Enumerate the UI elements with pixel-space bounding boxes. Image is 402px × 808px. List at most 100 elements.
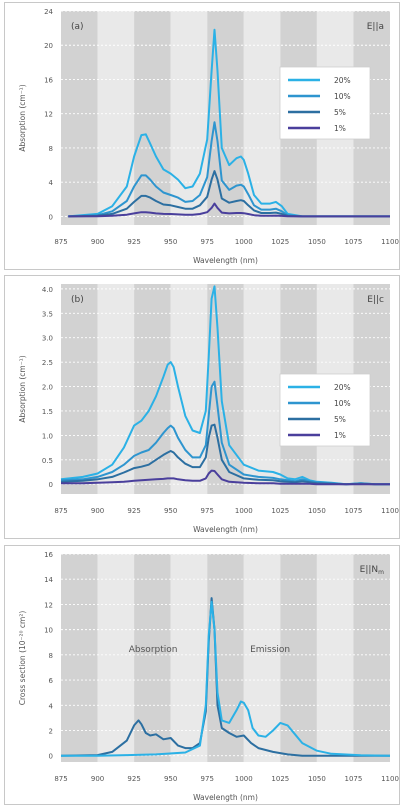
legend-label: 5% (334, 415, 346, 424)
band (170, 284, 208, 494)
series-line-2 (60, 423, 390, 486)
x-tick-label: 875 (54, 775, 67, 783)
x-tick-label: 925 (127, 238, 140, 246)
y-tick-label: 12 (44, 601, 53, 609)
y-tick-label: 8 (49, 652, 53, 660)
x-tick-label: 1025 (271, 775, 289, 783)
band (61, 11, 98, 225)
polarization-label: E||c (367, 295, 384, 305)
x-tick-label: 900 (91, 238, 104, 246)
x-axis-label: Wavelength (nm) (193, 793, 258, 802)
series-line-1 (61, 600, 391, 757)
y-tick-label: 14 (44, 576, 53, 584)
chart-panel-c: 0 2 4 6 8 10 12 14 16 875 900 925 950 975 1000 1025 1050… (4, 545, 400, 805)
chart-a-svg: 0 4 8 12 16 20 24 875 900 925 950 975 1000 1025 1050 10… (18, 8, 399, 265)
x-axis-label: Wavelength (nm) (193, 525, 258, 534)
y-tick-label: 1.5 (42, 408, 53, 416)
y-tick-label: 4 (49, 179, 54, 187)
legend-label: 1% (334, 124, 346, 133)
chart-panel-b: 0 0.5 1.0 1.5 2.0 2.5 3.0 3.5 4.0 875 900 925 950 975… (4, 275, 400, 539)
legend-label: 1% (334, 431, 346, 440)
legend-label: 20% (334, 383, 351, 392)
x-tick-label: 1025 (271, 507, 289, 515)
series-line-0 (68, 28, 390, 218)
x-tick-label: 1075 (345, 507, 363, 515)
x-tick-label: 1000 (235, 238, 253, 246)
y-tick-label: 20 (44, 42, 53, 50)
y-tick-label: 2.0 (42, 384, 53, 392)
band (243, 554, 281, 762)
x-tick-label: 950 (164, 775, 177, 783)
x-tick-label: 1025 (271, 238, 289, 246)
legend-label: 10% (334, 399, 351, 408)
y-tick-label: 0 (49, 753, 53, 761)
legend-label: 5% (334, 108, 346, 117)
y-tick-label: 1.0 (42, 432, 53, 440)
y-tick-label: 24 (44, 8, 53, 16)
legend-label: 10% (334, 92, 351, 101)
y-axis-label: Absorption (cm⁻¹) (18, 84, 27, 151)
polarization-text: E||N (360, 565, 378, 575)
y-tick-label: 6 (49, 677, 54, 685)
band (280, 554, 317, 762)
series-line-1 (68, 121, 390, 218)
series-line-2 (68, 170, 390, 218)
band (243, 11, 281, 225)
x-tick-label: 1050 (308, 238, 326, 246)
band (97, 11, 135, 225)
x-tick-label: 1075 (345, 775, 363, 783)
x-tick-label: 875 (54, 238, 67, 246)
x-tick-label: 1000 (235, 775, 253, 783)
series-line-3 (61, 469, 390, 486)
x-tick-label: 1075 (345, 238, 363, 246)
y-tick-label: 3.0 (42, 335, 53, 343)
x-tick-label: 1050 (308, 775, 326, 783)
panel-label: (b) (71, 295, 84, 305)
x-tick-label: 925 (127, 507, 140, 515)
band (353, 554, 390, 762)
legend-label: 20% (334, 76, 351, 85)
x-tick-label: 1100 (381, 507, 399, 515)
band (61, 554, 98, 762)
band (207, 554, 244, 762)
band (97, 554, 135, 762)
annotation-absorption: Absorption (129, 645, 178, 655)
polarization-subscript: m (378, 569, 384, 576)
polarization-label: E||Nm (360, 565, 384, 576)
y-tick-label: 16 (44, 551, 53, 559)
x-tick-label: 900 (91, 775, 104, 783)
band (243, 284, 281, 494)
band (134, 554, 171, 762)
chart-panel-a: 0 4 8 12 16 20 24 875 900 925 950 975 1000 1025 1050 10… (4, 2, 400, 270)
band (170, 554, 208, 762)
chart-c-svg: 0 2 4 6 8 10 12 14 16 875 900 925 950 975 1000 1025 1050… (18, 551, 399, 802)
band (134, 11, 171, 225)
x-tick-label: 975 (201, 507, 214, 515)
band (134, 284, 171, 494)
x-tick-label: 975 (201, 775, 214, 783)
band (316, 554, 354, 762)
x-tick-label: 900 (91, 507, 104, 515)
annotation-emission: Emission (250, 645, 290, 655)
y-tick-label: 8 (49, 145, 53, 153)
polarization-text: E||a (367, 22, 384, 32)
x-axis-label: Wavelength (nm) (193, 256, 258, 265)
x-tick-label: 1000 (235, 507, 253, 515)
y-tick-label: 4.0 (42, 286, 53, 294)
y-tick-label: 16 (44, 76, 53, 84)
x-tick-label: 1100 (381, 238, 399, 246)
band (97, 284, 135, 494)
x-tick-label: 1050 (308, 507, 326, 515)
polarization-text: E||c (367, 295, 384, 305)
y-tick-label: 12 (44, 111, 53, 119)
series-line-0 (60, 285, 390, 486)
y-axis-label: Cross section (10⁻²⁰ cm²) (18, 611, 27, 706)
y-axis-label: Absorption (cm⁻¹) (18, 355, 27, 422)
y-tick-label: 2.5 (42, 359, 53, 367)
x-tick-label: 1100 (381, 775, 399, 783)
series-line-1 (60, 380, 390, 486)
x-tick-label: 925 (127, 775, 140, 783)
band (61, 284, 98, 494)
y-tick-label: 4 (49, 702, 54, 710)
y-tick-label: 2 (49, 727, 53, 735)
